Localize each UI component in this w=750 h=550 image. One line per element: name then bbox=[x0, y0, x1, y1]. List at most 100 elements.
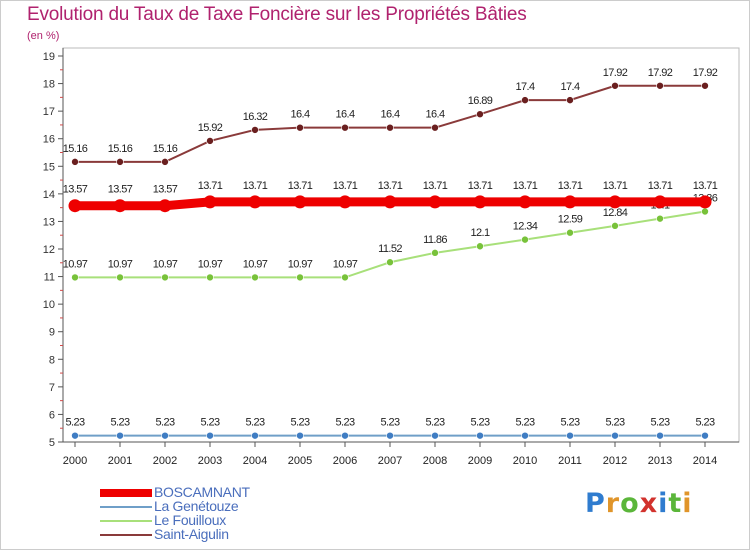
data-label: 5.23 bbox=[200, 417, 219, 429]
x-tick-label: 2003 bbox=[198, 455, 222, 467]
data-label: 13.57 bbox=[153, 184, 178, 196]
y-tick-label: 19 bbox=[43, 51, 55, 63]
data-label: 13.71 bbox=[378, 180, 403, 192]
data-label: 13.71 bbox=[558, 180, 583, 192]
data-point bbox=[113, 199, 127, 213]
data-label: 10.97 bbox=[288, 258, 313, 270]
data-point bbox=[341, 273, 349, 282]
data-point bbox=[386, 123, 394, 132]
data-point bbox=[608, 195, 622, 209]
data-point bbox=[296, 273, 304, 282]
data-point bbox=[338, 195, 352, 209]
legend-swatch-boscamnant bbox=[100, 489, 152, 497]
data-label: 13.71 bbox=[243, 180, 268, 192]
data-label: 10.97 bbox=[108, 258, 133, 270]
logo-letter: P bbox=[585, 488, 606, 519]
data-point bbox=[206, 431, 214, 440]
data-point bbox=[158, 199, 172, 213]
legend-label: La Genétouze bbox=[154, 498, 239, 514]
data-label: 16.4 bbox=[425, 109, 444, 121]
data-label: 5.23 bbox=[650, 417, 669, 429]
data-point bbox=[293, 195, 307, 209]
y-tick-label: 10 bbox=[43, 299, 55, 311]
data-label: 10.97 bbox=[153, 258, 178, 270]
data-label: 5.23 bbox=[245, 417, 264, 429]
data-point bbox=[521, 431, 529, 440]
data-point bbox=[161, 273, 169, 282]
data-label: 5.23 bbox=[65, 417, 84, 429]
data-point bbox=[383, 195, 397, 209]
data-label: 5.23 bbox=[155, 417, 174, 429]
data-label: 5.23 bbox=[110, 417, 129, 429]
data-label: 13.71 bbox=[603, 180, 628, 192]
y-tick-label: 11 bbox=[44, 272, 55, 284]
data-label: 15.92 bbox=[198, 122, 223, 134]
unit-label: (en %) bbox=[27, 30, 60, 42]
data-label: 13.71 bbox=[468, 180, 493, 192]
data-point bbox=[611, 222, 619, 230]
data-label: 15.16 bbox=[63, 143, 88, 155]
data-point bbox=[251, 431, 259, 440]
data-label: 5.23 bbox=[470, 417, 489, 429]
data-label: 12.34 bbox=[513, 221, 538, 233]
data-point bbox=[296, 123, 304, 132]
y-tick-label: 15 bbox=[43, 161, 55, 173]
y-tick-label: 12 bbox=[43, 244, 55, 256]
data-label: 16.4 bbox=[380, 109, 399, 121]
data-label: 13.57 bbox=[63, 184, 88, 196]
data-label: 10.97 bbox=[63, 258, 88, 270]
data-label: 10.97 bbox=[198, 258, 223, 270]
legend-swatch-saint-aigulin bbox=[100, 534, 152, 536]
data-point bbox=[701, 431, 709, 440]
data-label: 13.57 bbox=[108, 184, 133, 196]
data-label: 17.4 bbox=[515, 81, 534, 93]
data-point bbox=[698, 195, 712, 209]
x-tick-label: 2000 bbox=[63, 455, 87, 467]
x-tick-label: 2010 bbox=[513, 455, 537, 467]
legend-label: BOSCAMNANT bbox=[154, 484, 250, 500]
logo-letter: i bbox=[682, 488, 693, 519]
data-point bbox=[161, 158, 169, 166]
data-point bbox=[431, 123, 439, 132]
data-point bbox=[611, 431, 619, 440]
data-label: 5.23 bbox=[425, 417, 444, 429]
data-point bbox=[203, 195, 217, 209]
data-point bbox=[296, 431, 304, 440]
logo-letter: i bbox=[658, 488, 669, 519]
proxiti-logo: Proxiti bbox=[585, 488, 693, 519]
data-label: 12.59 bbox=[558, 214, 583, 226]
data-label: 10.97 bbox=[243, 258, 268, 270]
y-tick-label: 18 bbox=[43, 79, 55, 91]
x-tick-label: 2004 bbox=[243, 455, 267, 467]
data-point bbox=[428, 195, 442, 209]
data-point bbox=[476, 110, 484, 118]
data-label: 15.16 bbox=[108, 143, 133, 155]
data-label: 13.71 bbox=[648, 180, 673, 192]
data-label: 13.71 bbox=[333, 180, 358, 192]
data-point bbox=[431, 431, 439, 440]
legend-swatch-la-genetouze bbox=[100, 506, 152, 508]
legend-label: Saint-Aigulin bbox=[154, 526, 229, 542]
data-point bbox=[71, 158, 79, 166]
data-point bbox=[71, 431, 79, 440]
data-label: 5.23 bbox=[290, 417, 309, 429]
x-tick-label: 2013 bbox=[648, 455, 672, 467]
data-point bbox=[386, 431, 394, 440]
x-tick-label: 2009 bbox=[468, 455, 492, 467]
data-point bbox=[473, 195, 487, 209]
data-label: 17.4 bbox=[560, 81, 579, 93]
data-point bbox=[656, 214, 664, 223]
data-label: 15.16 bbox=[153, 143, 178, 155]
data-point bbox=[386, 258, 394, 267]
data-label: 16.4 bbox=[290, 109, 309, 121]
data-point bbox=[563, 195, 577, 209]
data-label: 5.23 bbox=[560, 417, 579, 429]
logo-letter: x bbox=[639, 488, 659, 519]
data-point bbox=[116, 273, 124, 282]
legend-label: Le Fouilloux bbox=[154, 512, 226, 528]
data-label: 5.23 bbox=[605, 417, 624, 429]
x-tick-label: 2002 bbox=[153, 455, 177, 467]
